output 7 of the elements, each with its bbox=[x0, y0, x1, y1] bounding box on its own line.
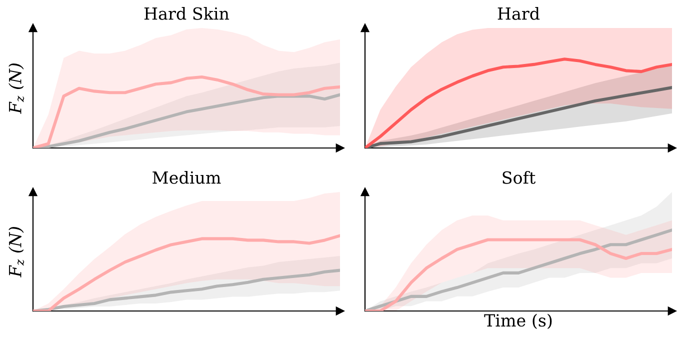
chart-title: Soft bbox=[502, 171, 536, 184]
chart-title: Hard bbox=[498, 7, 540, 20]
y-axis-title: F$_{z}$ (N) bbox=[8, 227, 24, 278]
chart-title: Medium bbox=[152, 171, 221, 184]
y-axis-title: F$_{z}$ (N) bbox=[8, 64, 24, 114]
x-axis-title: Time (s) bbox=[484, 314, 552, 330]
chart-title: Hard Skin bbox=[144, 7, 230, 20]
